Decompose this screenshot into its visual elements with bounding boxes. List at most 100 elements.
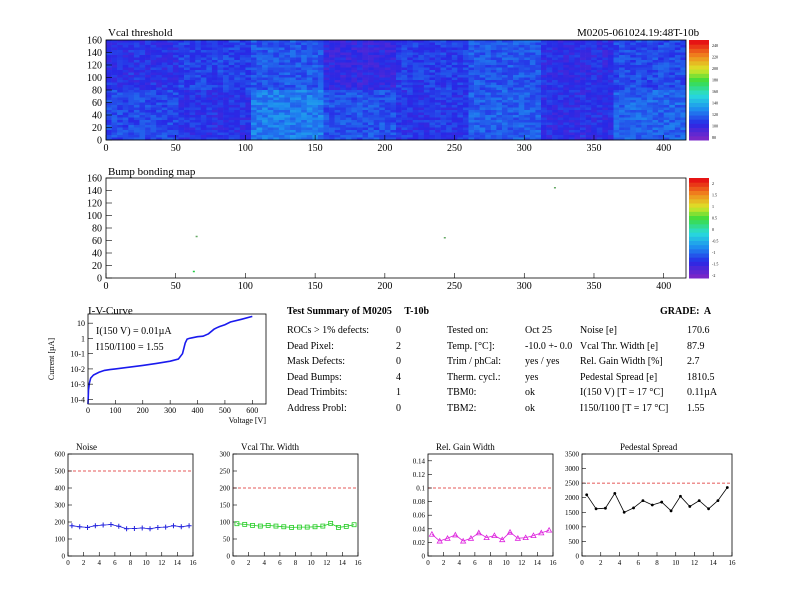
vcal-heatmap-cell [490,47,497,51]
vcal-heatmap-cell [619,42,625,46]
summary-mid-label: Tested on: [447,325,489,336]
vcal-heatmap-cell [128,110,135,113]
vcal-heatmap-cell [462,132,469,136]
vcal-heatmap-cell [607,137,614,141]
vcal-heatmap-cell [156,82,163,86]
vcal-heatmap-cell [591,95,598,98]
vcal-heatmap-cell [172,57,179,61]
vcal-heatmap-cell [619,57,625,61]
vcal-heatmap-cell [518,135,525,138]
iv-xtick-label: 0 [86,406,90,415]
vcal-heatmap-cell [139,122,146,126]
vcal-heatmap-cell [251,127,257,131]
vcal-heatmap-cell [273,112,280,116]
vcal-heatmap-cell [535,127,542,131]
vcal-heatmap-cell [652,100,659,103]
vcal-heatmap-cell [329,105,335,108]
vcal-heatmap-cell [184,82,190,86]
gain-width-point [475,529,482,536]
vcal-heatmap-cell [206,80,213,83]
vcal-heatmap-cell [507,47,514,51]
vcal-heatmap-cell [145,45,151,48]
vcal-heatmap-cell [267,62,274,66]
vcal-heatmap-cell [150,55,157,58]
vcal-heatmap-cell [585,95,592,98]
vcal-heatmap-cell [518,127,525,131]
vcal-heatmap-cell [295,95,302,98]
vcal-heatmap-cell [507,130,514,133]
vcal-heatmap-cell [362,70,369,73]
vcal-heatmap-cell [680,45,687,48]
vcal-width-ytick-label: 150 [220,502,231,510]
vcal-heatmap-cell [189,75,196,78]
vcal-heatmap-cell [184,47,190,51]
vcal-heatmap-cell [234,72,241,76]
vcal-heatmap-cell [167,115,174,118]
vcal-heatmap-cell [273,122,280,126]
vcal-heatmap-cell [474,125,480,128]
vcal-heatmap-cell [669,50,676,53]
vcal-heatmap-cell [596,82,603,86]
vcal-heatmap-cell [568,77,575,81]
noise-point [69,523,75,529]
vcal-heatmap-cell [128,100,135,103]
vcal-heatmap-cell [262,132,269,136]
vcal-heatmap-cell [368,112,374,116]
vcal-heatmap-cell [312,60,319,63]
vcal-heatmap-cell [329,132,335,136]
vcal-heatmap-cell [490,77,497,81]
vcal-heatmap-cell [295,67,302,71]
vcal-heatmap-cell [619,85,625,88]
vcal-heatmap-cell [619,122,625,126]
vcal-heatmap-cell [223,102,229,106]
vcal-heatmap-cell [535,92,542,96]
vcal-heatmap-cell [435,57,441,61]
vcal-heatmap-cell [557,62,564,66]
vcal-heatmap-cell [674,65,681,68]
vcal-heatmap-cell [513,97,519,101]
vcal-heatmap-cell [563,102,570,106]
vcal-heatmap-cell [117,117,124,121]
vcal-heatmap-cell [507,122,514,126]
vcal-heatmap-cell [529,95,536,98]
vcal-ytick-label: 20 [92,123,102,134]
vcal-heatmap-cell [133,95,140,98]
vcal-heatmap-cell [206,40,213,43]
vcal-heatmap-cell [635,75,642,78]
vcal-heatmap-cell [401,65,408,68]
vcal-heatmap-cell [172,110,179,113]
vcal-heatmap-cell [156,132,163,136]
vcal-heatmap-cell [200,67,207,71]
vcal-heatmap-cell [195,60,202,63]
vcal-heatmap-cell [368,82,374,86]
vcal-heatmap-cell [418,120,425,123]
vcal-heatmap-cell [580,47,586,51]
bump-xtick-label: 400 [656,281,671,292]
vcal-heatmap-cell [284,67,291,71]
vcal-heatmap-cell [535,85,542,88]
vcal-heatmap-cell [513,120,519,123]
vcal-heatmap-cell [630,60,637,63]
vcal-heatmap-cell [368,75,374,78]
vcal-heatmap-cell [418,137,425,141]
vcal-heatmap-cell [206,57,213,61]
vcal-heatmap-cell [251,55,257,58]
summary-mid-label: Therm. cycl.: [447,371,501,383]
vcal-width-point [351,522,357,528]
vcal-heatmap-cell [161,100,168,103]
vcal-heatmap-cell [435,120,441,123]
vcal-heatmap-cell [429,120,436,123]
vcal-heatmap-cell [184,45,190,48]
vcal-heatmap-cell [529,137,536,141]
vcal-heatmap-cell [479,137,486,141]
vcal-heatmap-cell [541,120,547,123]
vcal-heatmap-cell [312,107,319,111]
vcal-heatmap-cell [262,107,269,111]
vcal-heatmap-cell [278,70,285,73]
vcal-heatmap-cell [239,72,246,76]
vcal-heatmap-cell [646,42,653,46]
vcal-heatmap-cell [646,97,653,101]
vcal-heatmap-cell [529,122,536,126]
bump-ytick-label: 140 [87,186,102,197]
vcal-heatmap-cell [234,82,241,86]
